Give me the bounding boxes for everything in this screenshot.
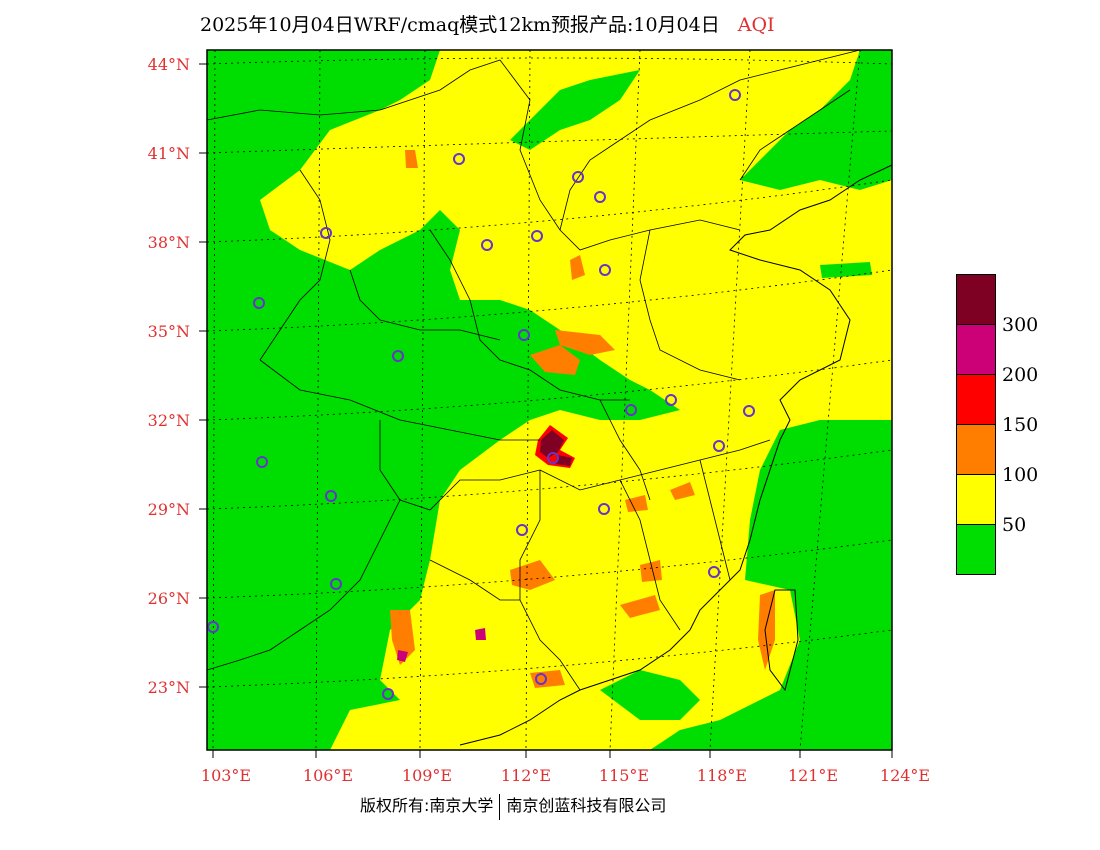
graticule (207, 50, 892, 750)
aqi-orange-patch (670, 482, 695, 500)
lat-label: 35°N (147, 322, 190, 341)
map-field (207, 50, 892, 750)
station-marker (713, 440, 725, 452)
lat-label: 23°N (147, 678, 190, 697)
aqi-good-region-bohai (820, 262, 872, 278)
station-marker (547, 452, 559, 464)
legend-label: 300 (1002, 314, 1039, 336)
lat-label: 44°N (147, 55, 190, 74)
coastline (459, 164, 892, 746)
lon-label: 103°E (200, 766, 252, 785)
lat-label: 26°N (147, 589, 190, 608)
aqi-good-region-south (600, 670, 700, 720)
legend-swatch-unhealthy (956, 374, 996, 425)
station-marker (535, 673, 547, 685)
aqi-orange-patch (620, 595, 660, 618)
station-marker (518, 329, 530, 341)
lon-label: 112°E (500, 766, 552, 785)
map-frame (206, 49, 893, 751)
copyright-company: 南京创蓝科技有限公司 (506, 796, 667, 815)
aqi-good-region-northeast (740, 50, 892, 190)
legend-label: 200 (1002, 364, 1039, 386)
copyright-owner: 版权所有:南京大学 (360, 796, 494, 815)
station-marker (572, 171, 584, 183)
aqi-good-region-east-sea (650, 420, 892, 750)
station-marker (392, 350, 404, 362)
aqi-orange-patch (555, 330, 615, 355)
title-text: 2025年10月04日WRF/cmaq模式12km预报产品:10月04日 (200, 14, 720, 36)
lon-label: 106°E (302, 766, 354, 785)
map-title: 2025年10月04日WRF/cmaq模式12km预报产品:10月04日 AQI (200, 10, 775, 37)
aqi-good-region-west (207, 50, 680, 750)
lat-label: 41°N (147, 144, 190, 163)
station-marker (599, 264, 611, 276)
aqi-orange-patch (758, 590, 775, 670)
lon-label: 115°E (598, 766, 650, 785)
station-marker (708, 566, 720, 578)
aqi-orange-patch (530, 345, 580, 375)
lat-ticks (199, 63, 207, 688)
legend-swatch-hazardous (956, 274, 996, 325)
aqi-orange-patch (405, 150, 418, 168)
station-marker (453, 153, 465, 165)
station-marker (729, 89, 741, 101)
city-station-markers (207, 89, 755, 700)
lon-ticks (212, 750, 893, 758)
station-marker (325, 490, 337, 502)
lon-label: 121°E (787, 766, 839, 785)
taiwan-outline (764, 589, 799, 692)
station-marker (382, 688, 394, 700)
station-marker (481, 239, 493, 251)
station-marker (256, 456, 268, 468)
lon-label: 124°E (879, 766, 931, 785)
aqi-hazardous-patch (540, 430, 564, 458)
aqi-orange-patch (570, 255, 585, 280)
aqi-orange-patch (640, 560, 662, 582)
aqi-hazardous-patch (556, 455, 572, 466)
legend-swatch-moderate (956, 474, 996, 525)
station-marker (207, 621, 219, 633)
legend-swatch-very-unhealthy (956, 324, 996, 375)
lat-label: 38°N (147, 233, 190, 252)
legend-label: 150 (1002, 414, 1039, 436)
copyright-footer: 版权所有:南京大学 南京创蓝科技有限公司 (360, 792, 666, 820)
title-aqi-tag: AQI (737, 14, 775, 36)
station-marker (594, 191, 606, 203)
station-marker (253, 297, 265, 309)
aqi-orange-patch (625, 495, 648, 512)
lat-label: 29°N (147, 500, 190, 519)
aqi-orange-patch (510, 560, 555, 590)
aqi-orange-patch (390, 610, 415, 665)
station-marker (531, 230, 543, 242)
footer-divider (499, 793, 501, 820)
station-marker (625, 404, 637, 416)
province-boundaries (207, 50, 861, 691)
station-marker (330, 578, 342, 590)
lon-label: 109°E (401, 766, 453, 785)
legend-swatch-good (956, 524, 996, 575)
station-marker (320, 227, 332, 239)
station-marker (516, 524, 528, 536)
aqi-good-region-north (510, 70, 640, 150)
lat-label: 32°N (147, 411, 190, 430)
legend-label: 50 (1002, 514, 1027, 536)
station-marker (598, 503, 610, 515)
legend-label: 100 (1002, 464, 1039, 486)
aqi-very-unhealthy-patch (475, 628, 486, 640)
station-marker (743, 405, 755, 417)
legend-swatch-sensitive (956, 424, 996, 475)
aqi-very-unhealthy-patch (397, 650, 408, 662)
lon-label: 118°E (696, 766, 748, 785)
station-marker (665, 394, 677, 406)
